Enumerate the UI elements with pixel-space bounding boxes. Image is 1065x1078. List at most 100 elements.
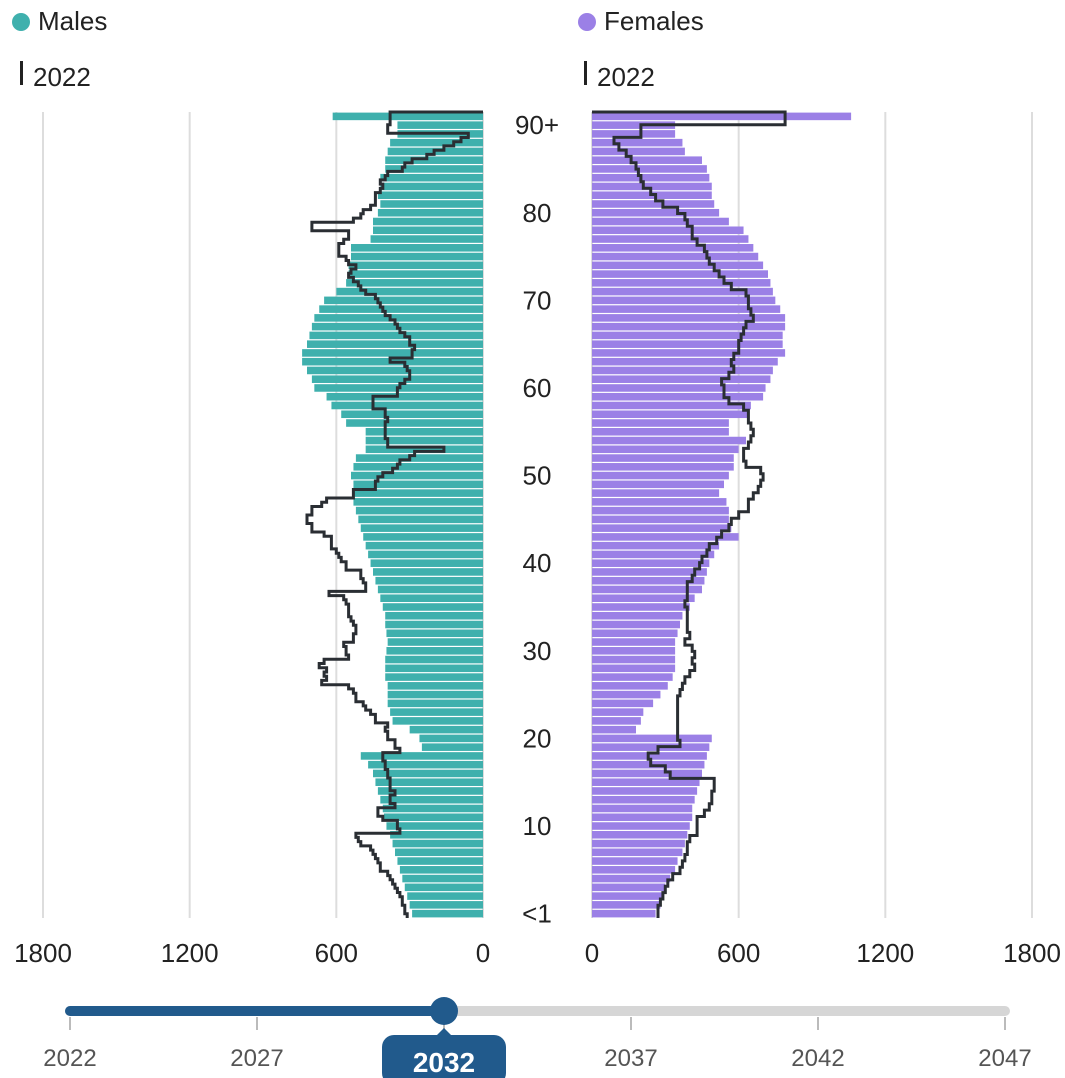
year-label[interactable]: 2037 bbox=[604, 1045, 657, 1072]
female-bar bbox=[592, 340, 783, 348]
male-bar bbox=[348, 270, 483, 278]
female-bar bbox=[592, 410, 749, 419]
male-bar bbox=[319, 305, 483, 313]
legend-females: Females bbox=[578, 6, 704, 37]
female-bar bbox=[592, 682, 668, 690]
male-bar bbox=[392, 839, 483, 848]
female-bar bbox=[592, 173, 710, 182]
male-bar bbox=[355, 454, 483, 462]
female-bar bbox=[592, 121, 676, 129]
x-tick-label-females: 1800 bbox=[1003, 938, 1061, 968]
female-bar bbox=[592, 349, 786, 357]
male-bar bbox=[370, 235, 483, 243]
male-bar bbox=[390, 138, 483, 147]
female-bar bbox=[592, 226, 744, 235]
female-bar bbox=[592, 156, 702, 164]
male-bar bbox=[421, 743, 483, 751]
female-bar bbox=[592, 874, 671, 883]
female-bar bbox=[592, 559, 710, 567]
female-bar bbox=[592, 261, 764, 270]
male-bar bbox=[382, 804, 483, 813]
male-bar bbox=[385, 165, 483, 173]
male-bar bbox=[377, 191, 483, 200]
male-bar bbox=[370, 559, 483, 567]
female-bar bbox=[592, 463, 734, 471]
female-bar bbox=[592, 708, 644, 716]
year-label[interactable]: 2042 bbox=[791, 1045, 844, 1072]
female-bar bbox=[592, 331, 783, 340]
male-bar bbox=[380, 594, 483, 603]
male-bar bbox=[385, 156, 483, 164]
year-label[interactable]: 2022 bbox=[43, 1045, 96, 1072]
legend-females-label: Females bbox=[604, 6, 704, 36]
male-bar bbox=[351, 244, 483, 252]
age-tick-label: 70 bbox=[523, 285, 552, 315]
male-bar bbox=[375, 778, 483, 786]
male-bar bbox=[307, 366, 483, 375]
female-bar bbox=[592, 883, 666, 892]
male-bar bbox=[399, 866, 483, 874]
male-bar bbox=[373, 217, 483, 226]
male-bar bbox=[368, 550, 483, 559]
male-bar bbox=[351, 471, 483, 480]
male-bar bbox=[385, 664, 483, 673]
male-bar bbox=[314, 314, 483, 322]
male-bar bbox=[419, 734, 483, 743]
female-bar bbox=[592, 743, 710, 751]
male-bar bbox=[365, 541, 483, 550]
female-bar bbox=[592, 357, 778, 366]
age-tick-label: 90+ bbox=[515, 110, 559, 140]
female-bar bbox=[592, 909, 656, 918]
male-bar bbox=[360, 524, 483, 532]
male-bar bbox=[382, 603, 483, 611]
female-bar bbox=[592, 594, 695, 603]
female-bar bbox=[592, 664, 676, 673]
male-bar bbox=[363, 533, 483, 541]
female-bar bbox=[592, 541, 720, 550]
male-bar bbox=[409, 725, 483, 734]
female-bar bbox=[592, 147, 685, 156]
female-bar bbox=[592, 392, 764, 401]
x-tick-label-females: 0 bbox=[585, 938, 599, 968]
male-bar bbox=[355, 506, 483, 515]
age-tick-label: 60 bbox=[523, 373, 552, 403]
female-bar bbox=[592, 217, 729, 226]
male-bar bbox=[358, 515, 483, 524]
x-tick-label-females: 600 bbox=[717, 938, 760, 968]
female-bar bbox=[592, 471, 729, 480]
female-bar bbox=[592, 112, 852, 121]
female-bar bbox=[592, 629, 678, 638]
female-bar bbox=[592, 427, 729, 436]
female-bar bbox=[592, 130, 676, 138]
male-bar bbox=[331, 401, 483, 410]
slider-handle[interactable] bbox=[430, 997, 458, 1025]
female-bar bbox=[592, 611, 683, 620]
female-bar bbox=[592, 279, 771, 287]
female-bar bbox=[592, 235, 749, 243]
male-bar bbox=[387, 638, 483, 646]
female-bar bbox=[592, 533, 739, 541]
year-label[interactable]: 2027 bbox=[230, 1045, 283, 1072]
male-bar bbox=[324, 296, 483, 305]
male-bar bbox=[377, 208, 483, 217]
year-label[interactable]: 2047 bbox=[978, 1045, 1031, 1072]
male-bar bbox=[386, 629, 483, 638]
female-bar bbox=[592, 322, 786, 331]
female-bar bbox=[592, 857, 678, 865]
female-bar bbox=[592, 830, 688, 839]
reference-year-label-males: 2022 bbox=[33, 62, 91, 92]
female-bar bbox=[592, 498, 727, 506]
male-bar bbox=[375, 576, 483, 585]
male-bar bbox=[387, 682, 483, 690]
female-bar bbox=[592, 585, 702, 594]
male-bar bbox=[380, 795, 483, 804]
female-bar bbox=[592, 603, 690, 611]
selected-year-badge[interactable] bbox=[382, 1035, 506, 1078]
male-bar bbox=[412, 909, 483, 918]
age-tick-label: 20 bbox=[523, 723, 552, 753]
age-tick-label: 40 bbox=[523, 548, 552, 578]
reference-key-males: 2022 bbox=[20, 60, 91, 93]
male-bar bbox=[368, 760, 483, 769]
females-reference-outline bbox=[592, 110, 787, 918]
